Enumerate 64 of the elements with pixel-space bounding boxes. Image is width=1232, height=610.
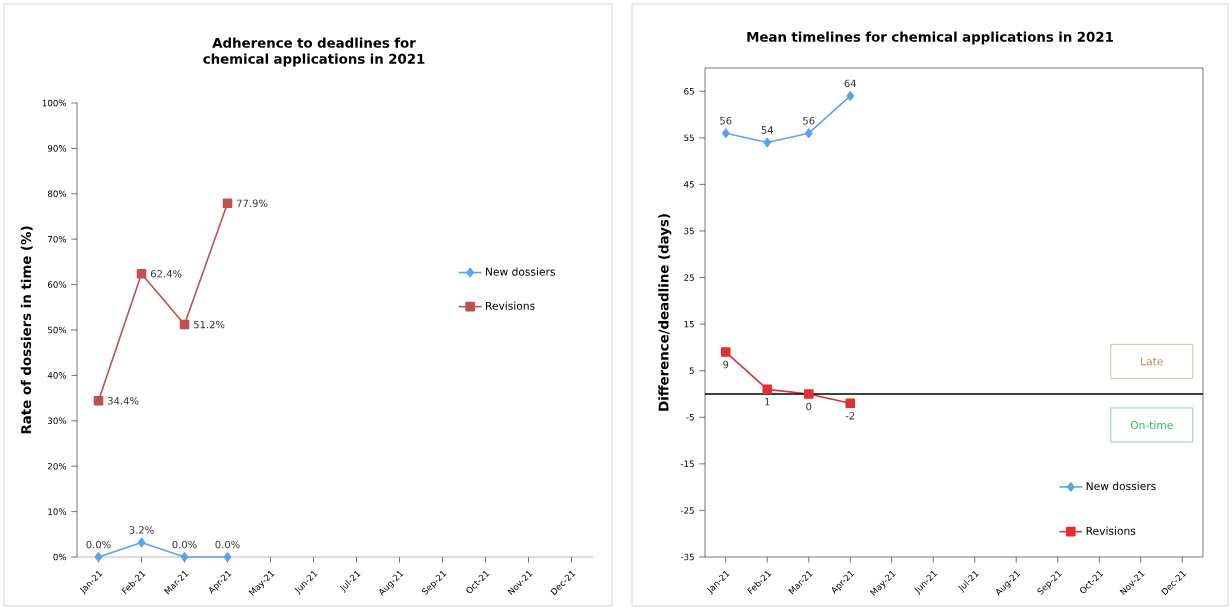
y-axis-title: Rate of dossiers in time (%)	[20, 226, 33, 434]
data-label: 62.4%	[150, 269, 182, 278]
point	[93, 396, 104, 406]
data-label: 51.2%	[193, 320, 225, 329]
data-label: 54	[761, 126, 774, 134]
y-tick-label: 10%	[48, 508, 67, 515]
data-label: 56	[720, 116, 732, 125]
y-tick-label: -25	[680, 507, 694, 514]
data-label: 77.9%	[237, 199, 268, 208]
data-label: 56	[803, 116, 815, 125]
annotation: Late	[1141, 357, 1163, 366]
data-label: 0.0%	[215, 540, 240, 549]
point	[721, 128, 730, 138]
y-tick-label: 45	[683, 181, 694, 188]
y-tick-label: 55	[684, 134, 694, 142]
y-tick-label: 90%	[47, 145, 67, 152]
y-tick-label: 100%	[42, 99, 67, 107]
y-tick-label: 35	[684, 227, 694, 235]
y-tick-label: 65	[684, 88, 694, 95]
legend-label: Revisions	[1086, 526, 1136, 535]
point	[222, 198, 233, 209]
y-tick-label: 60%	[47, 281, 67, 288]
y-tick-label: 30%	[48, 417, 67, 425]
y-tick-label: -15	[680, 460, 694, 468]
y-tick-label: 0%	[53, 553, 67, 561]
point	[223, 552, 232, 562]
chart-title: Mean timelines for chemical applications in 2021	[747, 31, 1113, 45]
data-label: 34.4%	[107, 397, 139, 405]
data-label: -2	[845, 412, 855, 420]
point	[763, 137, 772, 148]
y-tick-label: 70%	[48, 235, 67, 243]
point	[179, 319, 190, 330]
y-axis-title: Difference/deadline (days)	[658, 214, 672, 411]
data-label: 0.0%	[172, 540, 197, 549]
data-label: 9	[723, 360, 729, 369]
point	[180, 552, 189, 562]
point	[804, 128, 813, 138]
data-label: 64	[844, 79, 857, 88]
y-tick-label: 20%	[47, 462, 67, 470]
point	[720, 347, 731, 357]
y-tick-label: -5	[686, 414, 694, 421]
y-tick-label: 15	[684, 320, 694, 328]
data-label: 0	[806, 402, 812, 411]
point	[762, 384, 773, 395]
data-label: 3.2%	[129, 526, 154, 534]
legend-label: Revisions	[486, 301, 535, 310]
point	[803, 389, 814, 399]
y-tick-label: 25	[684, 274, 694, 281]
y-tick-label: -35	[680, 553, 694, 561]
legend-label: New dossiers	[1086, 481, 1156, 491]
annotation: On-time	[1130, 420, 1173, 430]
point	[137, 537, 146, 548]
point	[846, 91, 855, 101]
point	[94, 552, 103, 562]
y-tick-label: 80%	[47, 190, 67, 198]
point	[136, 268, 147, 279]
y-tick-label: 5	[689, 367, 694, 374]
data-label: 1	[765, 398, 770, 406]
data-label: 0.0%	[86, 540, 111, 549]
y-tick-label: 40%	[47, 372, 67, 379]
y-tick-label: 50%	[48, 326, 67, 334]
chart-title: Adherence to deadlines for chemical applications in 2021	[203, 37, 425, 67]
legend-label: New dossiers	[486, 267, 555, 276]
point	[845, 398, 856, 409]
